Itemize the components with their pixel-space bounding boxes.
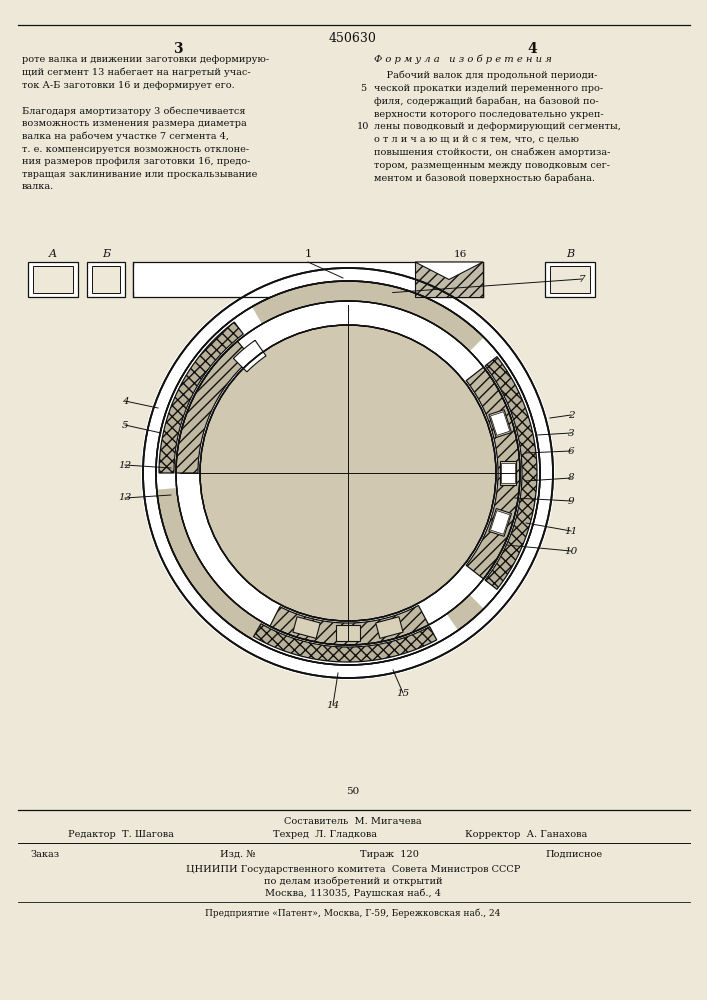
Bar [87,262,125,297]
Text: B: B [566,249,574,259]
Polygon shape [501,463,515,483]
Bar [92,266,120,293]
Bar [545,262,595,297]
Polygon shape [336,625,360,641]
Text: 13: 13 [118,493,132,502]
Text: Редактор  Т. Шагова: Редактор Т. Шагова [68,830,174,839]
Text: по делам изобретений и открытий: по делам изобретений и открытий [264,877,443,886]
Text: 10: 10 [357,122,369,131]
Polygon shape [233,340,266,372]
Text: Техред  Л. Гладкова: Техред Л. Гладкова [273,830,377,839]
Text: Тираж  120: Тираж 120 [360,850,419,859]
Text: 5: 5 [122,420,128,430]
Polygon shape [156,307,262,490]
Polygon shape [200,325,496,621]
Text: 15: 15 [397,688,409,698]
Polygon shape [469,337,540,609]
Text: 9: 9 [568,496,574,506]
Text: 6: 6 [568,446,574,456]
Text: 5: 5 [360,84,366,93]
Text: 8: 8 [568,474,574,483]
Polygon shape [156,281,540,665]
Polygon shape [485,357,537,589]
Text: 2: 2 [568,410,574,420]
Text: Корректор  А. Ганахова: Корректор А. Ганахова [465,830,588,839]
Text: Изд. №: Изд. № [220,850,255,859]
Text: 7: 7 [579,274,585,284]
Text: 3: 3 [173,42,183,56]
Text: роте валка и движении заготовки деформирую-
щий сегмент 13 набегает на нагретый : роте валка и движении заготовки деформир… [22,55,269,191]
Polygon shape [375,617,403,638]
Circle shape [141,266,555,680]
Text: Б: Б [102,249,110,259]
Polygon shape [415,262,483,279]
Text: ЦНИИПИ Государственного комитета  Совета Министров СССР: ЦНИИПИ Государственного комитета Совета … [186,865,520,874]
Text: 4: 4 [527,42,537,56]
Text: 10: 10 [564,546,578,556]
Text: A: A [49,249,57,259]
Text: 3: 3 [568,428,574,438]
Text: Рабочий валок для продольной периоди-
ческой прокатки изделий переменного про-
ф: Рабочий валок для продольной периоди- че… [374,71,621,183]
Polygon shape [176,341,252,473]
Bar [133,262,483,297]
Bar [415,262,483,297]
Text: Заказ: Заказ [30,850,59,859]
Polygon shape [252,614,458,665]
Polygon shape [489,509,511,536]
Polygon shape [159,322,243,473]
Text: 1: 1 [305,249,312,259]
Text: Подписное: Подписное [545,850,602,859]
Polygon shape [270,605,428,645]
Bar [550,266,590,293]
Text: 450630: 450630 [329,32,377,45]
Bar [133,267,483,292]
Polygon shape [491,511,510,534]
Bar [28,262,78,297]
Text: 4: 4 [122,396,128,406]
Polygon shape [293,617,320,638]
Text: Составитель  М. Мигачева: Составитель М. Мигачева [284,817,422,826]
Polygon shape [466,367,520,579]
Text: 14: 14 [327,700,339,710]
Text: 11: 11 [564,526,578,536]
Polygon shape [491,412,510,435]
Text: Предприятие «Патент», Москва, Г-59, Бережковская наб., 24: Предприятие «Патент», Москва, Г-59, Бере… [205,908,501,918]
Polygon shape [500,461,516,485]
Polygon shape [489,410,511,437]
Text: 16: 16 [453,250,467,259]
Bar [33,266,73,293]
Polygon shape [254,624,437,662]
Text: Москва, 113035, Раушская наб., 4: Москва, 113035, Раушская наб., 4 [265,889,441,898]
Text: Ф о р м у л а   и з о б р е т е н и я: Ф о р м у л а и з о б р е т е н и я [374,55,552,64]
Text: 50: 50 [346,787,360,796]
Text: 12: 12 [118,460,132,470]
